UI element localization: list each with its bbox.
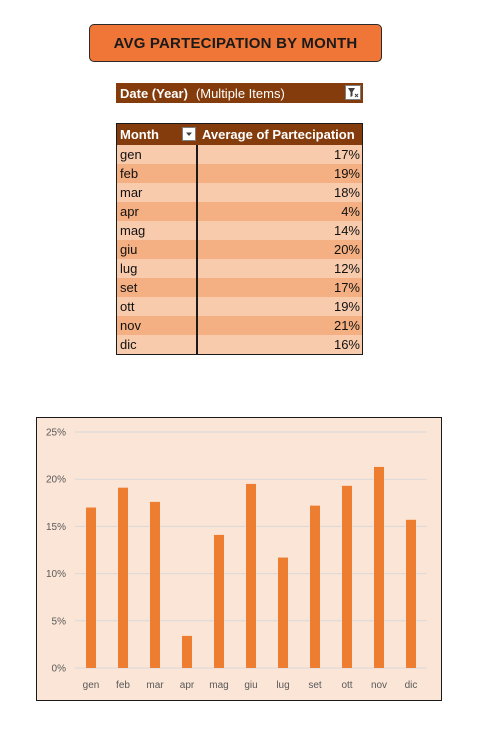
x-tick-label: dic (405, 680, 418, 691)
table-row: dic 16% (117, 335, 362, 354)
y-tick-label: 5% (52, 616, 67, 627)
x-tick-label: giu (244, 680, 257, 691)
bar-gen (86, 507, 96, 668)
row-month: mar (117, 183, 198, 202)
x-tick-label: apr (180, 680, 195, 691)
row-value: 16% (333, 337, 360, 352)
row-value: 17% (333, 280, 360, 295)
header-month: Month (120, 127, 159, 142)
chart-canvas: 0% 5% 10% 15% 20% 25% gen feb mar apr mag giu lug set… (46, 428, 427, 691)
bar-ott (342, 485, 352, 668)
y-tick-label: 20% (46, 475, 66, 486)
row-value: 18% (333, 185, 360, 200)
row-month: set (117, 278, 198, 297)
table-row: mar 18% (117, 183, 362, 202)
filter-label: Date (Year) (120, 85, 188, 101)
year-filter[interactable]: Date (Year) (Multiple Items) (116, 83, 363, 103)
table-row: giu 20% (117, 240, 362, 259)
row-value: 20% (333, 242, 360, 257)
row-month: mag (117, 221, 198, 240)
pivot-header: Month Average of Partecipation (117, 124, 362, 145)
row-month: feb (117, 164, 198, 183)
row-month: nov (117, 316, 198, 335)
x-tick-label: feb (116, 680, 130, 691)
y-tick-label: 10% (46, 569, 66, 580)
row-month: apr (117, 202, 198, 221)
row-value: 19% (333, 299, 360, 314)
table-row: gen 17% (117, 145, 362, 164)
table-row: ott 19% (117, 297, 362, 316)
filter-value: (Multiple Items) (195, 85, 285, 101)
table-row: lug 12% (117, 259, 362, 278)
pivot-body: gen 17% feb 19% mar 18% apr 4% mag 14% giu 20% lug 12… (117, 145, 362, 354)
bar-mag (214, 534, 224, 668)
row-month: ott (117, 297, 198, 316)
bar-nov (374, 466, 384, 668)
row-month: gen (117, 145, 198, 164)
bar-feb (118, 487, 128, 668)
chevron-down-icon[interactable] (182, 127, 196, 141)
filter-icon[interactable] (345, 85, 361, 100)
row-month: giu (117, 240, 198, 259)
row-value: 4% (341, 204, 360, 219)
bar-giu (246, 483, 256, 668)
x-tick-label: lug (276, 680, 289, 691)
row-month: dic (117, 335, 198, 354)
x-tick-label: ott (341, 680, 352, 691)
bar-dic (406, 519, 416, 668)
header-avg: Average of Partecipation (202, 127, 355, 142)
bar-apr (182, 635, 192, 668)
table-row: apr 4% (117, 202, 362, 221)
row-value: 12% (333, 261, 360, 276)
row-value: 14% (333, 223, 360, 238)
page-title: AVG PARTECIPATION BY MONTH (89, 24, 382, 62)
y-tick-label: 0% (52, 664, 67, 675)
bar-lug (278, 557, 288, 668)
x-tick-label: nov (371, 680, 387, 691)
table-row: nov 21% (117, 316, 362, 335)
x-tick-label: mar (146, 680, 164, 691)
table-row: set 17% (117, 278, 362, 297)
row-value: 19% (333, 166, 360, 181)
table-row: mag 14% (117, 221, 362, 240)
row-month: lug (117, 259, 198, 278)
x-tick-label: mag (209, 680, 228, 691)
row-value: 17% (333, 147, 360, 162)
bar-chart: 0% 5% 10% 15% 20% 25% gen feb mar apr mag giu lug set… (36, 417, 442, 701)
bar-set (310, 505, 320, 668)
y-tick-label: 15% (46, 522, 66, 533)
table-row: feb 19% (117, 164, 362, 183)
x-tick-label: set (308, 680, 322, 691)
y-tick-label: 25% (46, 428, 66, 439)
row-value: 21% (333, 318, 360, 333)
bar-mar (150, 501, 160, 668)
pivot-table: Month Average of Partecipation gen 17% feb… (116, 123, 363, 355)
x-tick-label: gen (83, 680, 100, 691)
